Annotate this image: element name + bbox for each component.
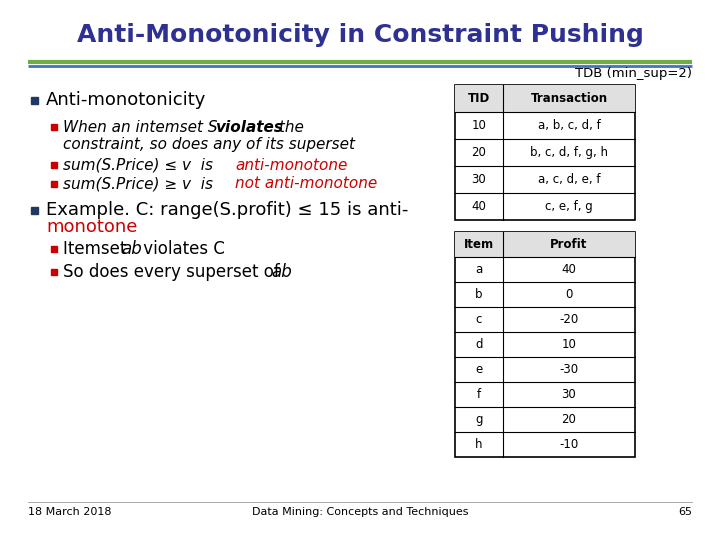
- Text: the: the: [274, 119, 304, 134]
- Text: a, b, c, d, f: a, b, c, d, f: [538, 119, 600, 132]
- Bar: [51, 269, 57, 275]
- Text: Itemset: Itemset: [63, 240, 132, 258]
- Text: constraint, so does any of its superset: constraint, so does any of its superset: [63, 137, 355, 152]
- Bar: [455, 232, 635, 257]
- Text: g: g: [475, 413, 482, 426]
- Text: Anti-monotonicity: Anti-monotonicity: [46, 91, 207, 109]
- Text: 30: 30: [472, 173, 487, 186]
- Text: Item: Item: [464, 238, 494, 251]
- Text: Example. C: range(S.profit) ≤ 15 is anti-: Example. C: range(S.profit) ≤ 15 is anti…: [46, 201, 408, 219]
- Text: 20: 20: [562, 413, 577, 426]
- Bar: [51, 246, 57, 252]
- Text: 30: 30: [562, 388, 577, 401]
- Bar: [455, 232, 635, 457]
- Text: violates: violates: [215, 119, 283, 134]
- Text: -20: -20: [559, 313, 579, 326]
- Text: e: e: [475, 363, 482, 376]
- Text: 0: 0: [565, 288, 572, 301]
- Text: 40: 40: [562, 263, 577, 276]
- Bar: [455, 85, 635, 220]
- Text: 20: 20: [472, 146, 487, 159]
- Text: d: d: [475, 338, 482, 351]
- Text: TDB (min_sup=2): TDB (min_sup=2): [575, 68, 692, 80]
- Text: When an intemset S: When an intemset S: [63, 119, 222, 134]
- Text: So does every superset of: So does every superset of: [63, 263, 285, 281]
- Text: 10: 10: [472, 119, 487, 132]
- Text: -10: -10: [559, 438, 579, 451]
- Text: ab: ab: [121, 240, 142, 258]
- Text: 40: 40: [472, 200, 487, 213]
- Bar: [30, 206, 37, 213]
- Text: h: h: [475, 438, 482, 451]
- Text: ab: ab: [271, 263, 292, 281]
- Text: Transaction: Transaction: [531, 92, 608, 105]
- Text: 10: 10: [562, 338, 577, 351]
- Text: a, c, d, e, f: a, c, d, e, f: [538, 173, 600, 186]
- Text: a: a: [475, 263, 482, 276]
- Bar: [51, 162, 57, 168]
- Text: Data Mining: Concepts and Techniques: Data Mining: Concepts and Techniques: [252, 507, 468, 517]
- Text: Profit: Profit: [550, 238, 588, 251]
- Text: f: f: [477, 388, 481, 401]
- Bar: [51, 124, 57, 130]
- Bar: [455, 85, 635, 112]
- Text: TID: TID: [468, 92, 490, 105]
- Text: sum(S.Price) ≤ v  is: sum(S.Price) ≤ v is: [63, 158, 218, 172]
- Text: 65: 65: [678, 507, 692, 517]
- Text: monotone: monotone: [46, 218, 138, 236]
- Text: violates C: violates C: [138, 240, 225, 258]
- Text: Anti-Monotonicity in Constraint Pushing: Anti-Monotonicity in Constraint Pushing: [76, 23, 644, 47]
- Bar: [51, 181, 57, 187]
- Text: not anti-monotone: not anti-monotone: [235, 177, 377, 192]
- Text: c, e, f, g: c, e, f, g: [545, 200, 593, 213]
- Text: b, c, d, f, g, h: b, c, d, f, g, h: [530, 146, 608, 159]
- Text: sum(S.Price) ≥ v  is: sum(S.Price) ≥ v is: [63, 177, 218, 192]
- Text: c: c: [476, 313, 482, 326]
- Text: anti-monotone: anti-monotone: [235, 158, 347, 172]
- Bar: [30, 97, 37, 104]
- Text: -30: -30: [559, 363, 579, 376]
- Text: 18 March 2018: 18 March 2018: [28, 507, 112, 517]
- Text: b: b: [475, 288, 482, 301]
